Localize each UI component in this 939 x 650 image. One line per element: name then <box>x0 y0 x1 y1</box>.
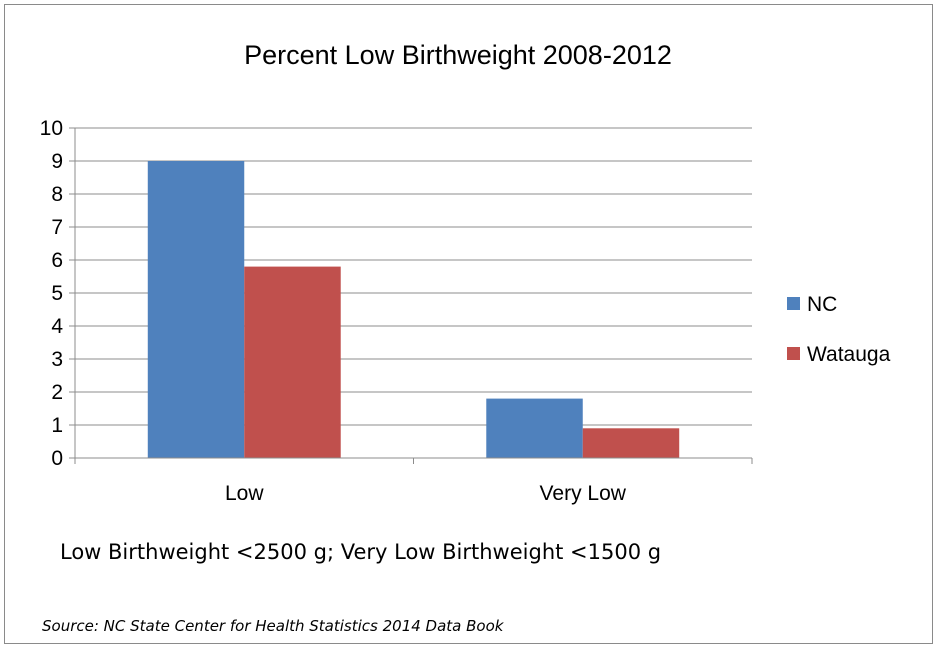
y-tick-label: 9 <box>51 150 63 173</box>
bars <box>147 161 680 458</box>
chart-note: Low Birthweight <2500 g; Very Low Birthw… <box>60 540 662 564</box>
bar-watauga-low <box>244 266 341 458</box>
legend-swatch-nc <box>787 297 800 310</box>
y-tick-label: 1 <box>51 414 63 437</box>
y-tick-label: 4 <box>51 315 63 338</box>
source-note: Source: NC State Center for Health Stati… <box>42 617 504 635</box>
legend-label-nc: NC <box>807 293 837 316</box>
x-category-label: Very Low <box>540 482 627 505</box>
legend-label-watauga: Watauga <box>807 343 891 366</box>
legend-swatch-watauga <box>787 347 800 360</box>
y-tick-label: 3 <box>51 348 63 371</box>
bar-nc-low <box>147 161 245 458</box>
legend: NC Watauga <box>787 293 891 366</box>
bar-watauga-very-low <box>582 428 680 458</box>
y-tick-label: 0 <box>51 447 63 470</box>
x-category-label: Low <box>225 482 264 505</box>
bar-nc-very-low <box>486 398 583 458</box>
y-tick-label: 8 <box>51 183 63 206</box>
y-tick-label: 6 <box>51 249 63 272</box>
y-tick-label: 10 <box>40 117 63 140</box>
y-tick-label: 5 <box>51 282 63 305</box>
y-tick-label: 7 <box>51 216 63 239</box>
axes: 0 1 2 3 4 5 6 7 8 9 10 Low Very Low <box>40 117 753 505</box>
chart-title: Percent Low Birthweight 2008-2012 <box>244 40 672 70</box>
y-tick-label: 2 <box>51 381 63 404</box>
